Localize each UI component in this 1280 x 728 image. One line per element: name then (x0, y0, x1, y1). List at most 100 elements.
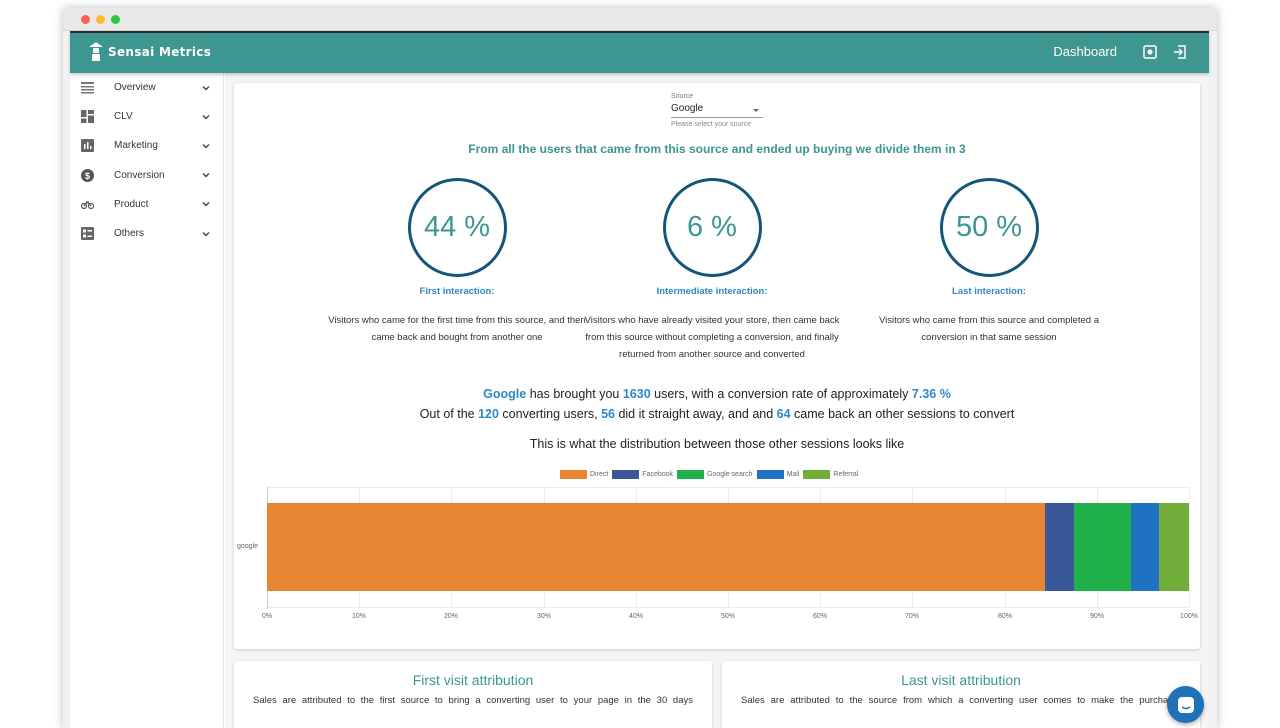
settings-icon[interactable] (1143, 44, 1157, 59)
legend-swatch (560, 470, 587, 479)
sidebar-item-label: Product (114, 198, 149, 210)
sidebar-item-label: Conversion (114, 169, 165, 181)
bar-segment-referral[interactable] (1159, 503, 1189, 591)
legend-swatch (677, 470, 705, 479)
legend-item[interactable]: Google search (677, 470, 753, 479)
sensei-logo-icon (89, 42, 103, 61)
top-bar: Sensai Metrics Dashboard (70, 31, 1209, 73)
sidebar-item-product[interactable]: Product (70, 190, 223, 219)
y-axis-label: google (237, 543, 259, 550)
bar-chart-icon (81, 139, 94, 153)
chevron-down-icon[interactable] (201, 112, 211, 122)
sidebar-item-conversion[interactable]: $ Conversion (70, 161, 223, 190)
bar-segment-google-search[interactable] (1073, 503, 1131, 591)
maximize-window-button[interactable] (111, 15, 120, 24)
brand-logo[interactable]: Sensai Metrics (88, 41, 211, 63)
minimize-window-button[interactable] (96, 15, 105, 24)
intermediate-interaction-block: 6 % Intermediate interaction: Visitors w… (577, 178, 847, 363)
section-headline: From all the users that came from this s… (468, 142, 966, 156)
main-content: Source Google Please select your source … (225, 73, 1209, 728)
summary-source: Google (483, 387, 527, 401)
bar-segment-facebook[interactable] (1045, 503, 1074, 591)
legend-label: Mail (786, 471, 800, 478)
legend-swatch (803, 470, 831, 479)
legend-label: Direct (590, 471, 609, 478)
legend-item[interactable]: Facebook (612, 470, 673, 479)
chevron-down-icon[interactable] (201, 83, 211, 93)
x-axis-tick: 50% (720, 613, 736, 620)
source-select-field[interactable]: Google (671, 100, 763, 118)
window-titlebar (63, 8, 1217, 31)
chevron-down-icon[interactable] (201, 170, 211, 180)
source-select-label: Source (671, 93, 694, 100)
dashboard-grid-icon (81, 110, 94, 124)
card-title: Last visit attribution (901, 672, 1021, 688)
x-axis-tick: 20% (443, 613, 459, 620)
distribution-title: This is what the distribution between th… (529, 437, 905, 451)
legend-label: Facebook (642, 471, 674, 478)
chart-legend: Direct Facebook Google search Mail Referral (560, 470, 862, 479)
browser-window: Sensai Metrics Dashboard Over (63, 8, 1217, 728)
interaction-description: Visitors who came for the first time fro… (328, 315, 586, 343)
sidebar-item-label: Overview (114, 82, 156, 94)
x-axis-tick: 90% (1089, 613, 1105, 620)
logout-icon[interactable] (1173, 44, 1187, 59)
list-box-icon (81, 227, 94, 241)
app: Sensai Metrics Dashboard Over (70, 31, 1209, 728)
sidebar-item-clv[interactable]: CLV (70, 102, 223, 131)
summary-users: 1630 (622, 387, 651, 401)
summary-straight-away: 56 (601, 406, 615, 421)
brand-name: Sensai Metrics (108, 45, 212, 59)
svg-text:$: $ (85, 171, 90, 181)
bar-segment-mail[interactable] (1130, 503, 1160, 591)
distribution-bar-chart: google 0% 10% 20% 30% 40% 50% 60% 70% 80% 90% 100% (237, 487, 1198, 620)
chat-icon (1177, 696, 1194, 713)
x-axis-tick: 30% (536, 613, 552, 620)
sidebar-item-others[interactable]: Others (70, 219, 223, 248)
chevron-down-icon[interactable] (201, 141, 211, 151)
x-axis-tick: 80% (997, 613, 1013, 620)
source-select[interactable]: Source Google Please select your source (671, 93, 763, 128)
sidebar-item-marketing[interactable]: Marketing (70, 131, 223, 160)
interaction-description: Visitors who have already visited your s… (584, 315, 840, 360)
x-axis-tick: 0% (261, 613, 273, 620)
legend-item[interactable]: Mail (756, 470, 800, 479)
sidebar-item-label: Others (114, 228, 145, 240)
legend-item[interactable]: Direct (560, 470, 608, 479)
summary-text-part: has brought you (526, 387, 623, 401)
card-text: Sales are attributed to the source from … (741, 695, 1181, 706)
x-axis-tick: 10% (351, 613, 367, 620)
interaction-title: Last interaction: (952, 286, 1026, 297)
summary-text-part: converting users, (498, 406, 602, 421)
bar-segment-direct[interactable] (267, 503, 1046, 591)
interaction-title: Intermediate interaction: (656, 286, 768, 297)
source-select-helper: Please select your source (671, 121, 752, 128)
dropdown-arrow-icon[interactable] (753, 109, 759, 112)
summary-text-part: came back an other sessions to convert (790, 406, 1015, 421)
chevron-down-icon[interactable] (201, 229, 211, 239)
first-visit-attribution-card: First visit attribution Sales are attrib… (234, 661, 712, 728)
legend-label: Referral (833, 471, 859, 478)
close-window-button[interactable] (81, 15, 90, 24)
chevron-down-icon[interactable] (201, 199, 211, 209)
percent-circle: 50 % (939, 178, 1039, 277)
summary-text-part: Out of the (419, 406, 479, 421)
grid-line (267, 607, 1189, 608)
sidebar-item-overview[interactable]: Overview (70, 73, 223, 102)
x-axis-tick: 100% (1180, 613, 1198, 620)
interaction-title: First interaction: (419, 286, 495, 297)
first-interaction-block: 44 % First interaction: Visitors who cam… (317, 178, 597, 346)
sidebar: Overview CLV Marketing $ (70, 73, 224, 728)
last-visit-attribution-card: Last visit attribution Sales are attribu… (722, 661, 1200, 728)
summary-converting-users: 120 (478, 406, 499, 421)
chat-button[interactable] (1167, 686, 1204, 723)
sidebar-item-label: CLV (114, 111, 133, 123)
bicycle-icon (81, 200, 94, 209)
legend-item[interactable]: Referral (803, 470, 858, 479)
grid-line (1189, 487, 1190, 607)
dollar-circle-icon: $ (81, 168, 94, 182)
dashboard-link[interactable]: Dashboard (1053, 44, 1117, 59)
stacked-bar-google (267, 503, 1189, 591)
summary-text-part: did it straight away, and and (614, 406, 777, 421)
legend-label: Google search (707, 471, 753, 478)
